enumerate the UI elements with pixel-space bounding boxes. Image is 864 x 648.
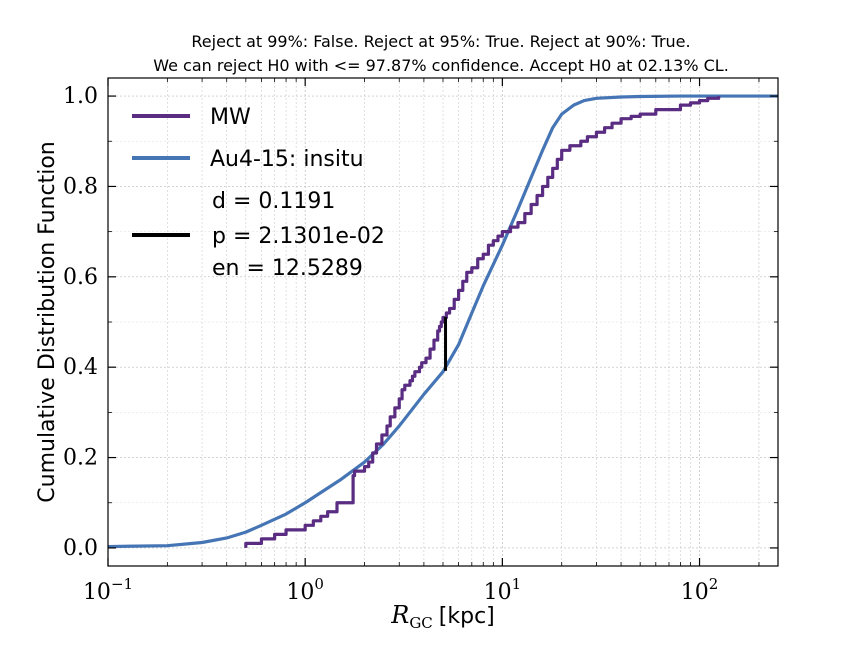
- y-tick-label: 1.0: [63, 84, 98, 109]
- legend-label-au4-15: Au4-15: insitu: [210, 147, 364, 172]
- y-tick-label: 0.0: [63, 536, 98, 561]
- series-line-au4-15-insitu: [108, 94, 778, 549]
- chart-title: Reject at 99%: False. Reject at 95%: Tru…: [153, 32, 729, 75]
- legend-stat-p: p = 2.1301e-02: [212, 224, 385, 249]
- title-line-2: We can reject H0 with <= 97.87% confiden…: [153, 56, 729, 75]
- legend-stat-en: en = 12.5289: [212, 256, 363, 281]
- x-axis-label-sub: GC: [409, 614, 432, 632]
- y-tick-label: 0.6: [63, 265, 98, 290]
- series-line-mw: [244, 96, 721, 548]
- y-tick-label: 0.2: [63, 446, 98, 471]
- y-tick-label: 0.4: [63, 355, 98, 380]
- y-tick-label: 0.8: [63, 174, 98, 199]
- title-line-1: Reject at 99%: False. Reject at 95%: Tru…: [191, 32, 690, 51]
- x-tick-label: 10−1: [83, 575, 133, 605]
- x-tick-label: 100: [286, 575, 324, 605]
- legend: MW Au4-15: insitu d = 0.1191 p = 2.1301e…: [132, 105, 385, 281]
- x-axis-label: RGC [kpc]: [390, 601, 495, 632]
- legend-label-mw: MW: [210, 105, 251, 130]
- x-axis-label-unit: [kpc]: [439, 604, 495, 629]
- x-tick-label: 101: [484, 575, 522, 605]
- series-layer: [108, 94, 778, 549]
- legend-stat-d: d = 0.1191: [212, 189, 335, 214]
- tick-labels: 10−1 100 101 102 0.0 0.2 0.4 0.6 0.8 1.0: [63, 84, 718, 605]
- axis-ticks: [107, 78, 778, 566]
- x-tick-label: 102: [681, 575, 719, 605]
- y-axis-label: Cumulative Distribution Function: [35, 141, 60, 502]
- x-axis-label-main: R: [390, 601, 409, 629]
